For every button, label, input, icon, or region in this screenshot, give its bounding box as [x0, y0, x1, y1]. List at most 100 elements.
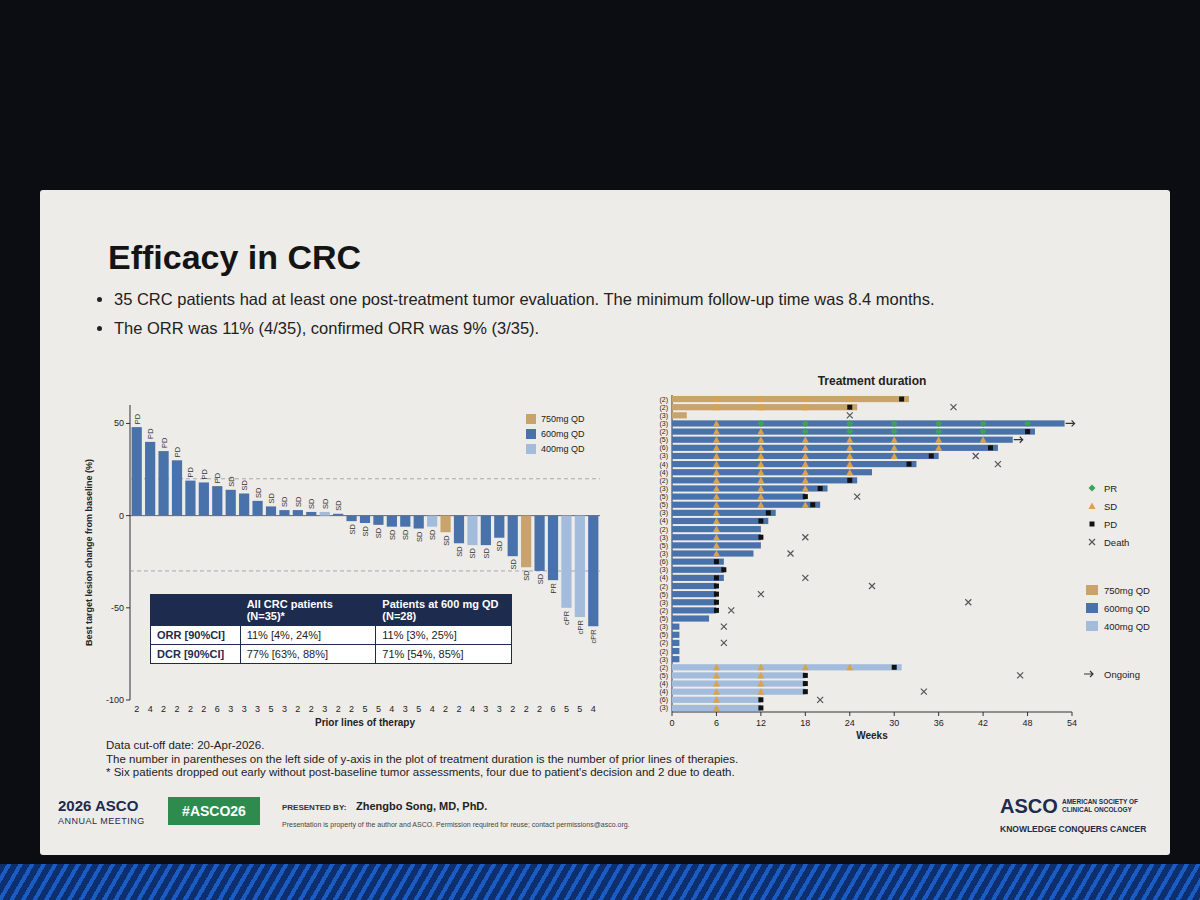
bar: [239, 494, 249, 516]
death-marker: [788, 551, 794, 557]
row-label: (6): [659, 444, 668, 452]
row-label: (4): [659, 688, 668, 696]
pr-marker: [846, 420, 853, 427]
pd-marker: [847, 478, 852, 483]
death-marker: [728, 607, 734, 613]
sd-marker: [757, 477, 764, 484]
table-row-label: DCR [90%CI]: [151, 645, 241, 664]
response-label: PD: [173, 446, 182, 457]
pr-marker: [1024, 420, 1031, 427]
sd-marker: [713, 461, 720, 468]
row-label: (3): [659, 485, 668, 493]
response-label: SD: [267, 492, 276, 503]
row-label: (2): [659, 583, 668, 591]
legend-label: 750mg QD: [541, 414, 585, 424]
x-tick-label: 2: [134, 704, 139, 714]
root: -100-50050PD2PD4PD2PD2PD2PD2PD6SD3SD3SD3…: [0, 0, 1200, 900]
x-tick-label: 2: [510, 704, 515, 714]
x-tick: [938, 712, 939, 716]
sd-marker: [757, 672, 764, 679]
bar: [266, 506, 276, 515]
row-label: (3): [659, 509, 668, 517]
bar: [521, 516, 531, 568]
bar: [279, 510, 289, 516]
duration-bar: [672, 680, 805, 686]
legend-label: Death: [1104, 537, 1129, 548]
table-cell: 71% [54%, 85%]: [376, 645, 512, 664]
duration-bar: [672, 632, 679, 638]
x-tick-label: 0: [669, 718, 674, 728]
table-row: ORR [90%CI]11% [4%, 24%]11% [3%, 25%]: [151, 626, 512, 645]
legend-label: PR: [1104, 483, 1117, 494]
sd-marker: [713, 688, 720, 695]
row-label: (4): [659, 469, 668, 477]
duration-bar: [672, 510, 776, 516]
meeting-sub: ANNUAL MEETING: [58, 816, 145, 826]
pd-marker: [714, 584, 719, 589]
x-axis-title: Weeks: [856, 730, 888, 741]
row-label: (5): [659, 615, 668, 623]
death-marker: [869, 583, 875, 589]
pr-marker: [935, 420, 942, 427]
x-tick-label: 3: [228, 704, 233, 714]
bar: [145, 442, 155, 516]
response-label: cPR: [562, 610, 571, 625]
duration-bar: [672, 404, 857, 410]
bar: [212, 486, 222, 516]
x-tick-label: 2: [309, 704, 314, 714]
sd-marker: [935, 444, 942, 451]
x-tick-label: 3: [322, 704, 327, 714]
row-label: (3): [659, 656, 668, 664]
row-label: (4): [659, 680, 668, 688]
pd-marker: [714, 575, 719, 580]
legend-swatch: [526, 414, 536, 424]
duration-bar: [672, 583, 716, 589]
x-tick-label: 4: [430, 704, 435, 714]
duration-bar: [672, 599, 716, 605]
x-tick: [716, 712, 717, 716]
pd-marker: [714, 592, 719, 597]
sd-marker: [713, 396, 720, 403]
swimmer-lanes: [672, 396, 1065, 711]
x-tick: [894, 712, 895, 716]
pd-marker: [929, 453, 934, 458]
pd-marker: [714, 559, 719, 564]
sd-marker: [713, 696, 720, 703]
death-marker: [817, 697, 823, 703]
duration-bar: [672, 689, 805, 695]
legend-marker: [1084, 671, 1093, 677]
x-axis: [672, 712, 1072, 713]
sd-marker: [757, 428, 764, 435]
x-tick-label: 48: [1023, 718, 1033, 728]
sd-marker: [713, 477, 720, 484]
footnote: Data cut-off date: 20-Apr-2026.: [106, 739, 738, 753]
sd-marker: [713, 493, 720, 500]
sd-marker: [802, 404, 809, 411]
duration-bar: [672, 494, 805, 500]
row-label: (2): [659, 648, 668, 656]
duration-bar: [672, 607, 716, 613]
pr-marker: [980, 428, 987, 435]
bar: [346, 516, 356, 522]
sd-marker: [802, 477, 809, 484]
x-tick-label: 6: [550, 704, 555, 714]
legend-marker: [1090, 522, 1095, 527]
x-tick-label: 4: [389, 704, 394, 714]
row-label: (3): [659, 412, 668, 420]
x-tick-label: 2: [456, 704, 461, 714]
table-corner: [151, 595, 241, 626]
response-label: PR: [549, 583, 558, 594]
sd-marker: [802, 452, 809, 459]
chart-canvas: -100-50050PD2PD4PD2PD2PD2PD2PD6SD3SD3SD3…: [0, 0, 1200, 900]
x-tick-label: 6: [215, 704, 220, 714]
response-label: PD: [213, 472, 222, 483]
sd-marker: [713, 452, 720, 459]
sd-marker: [713, 485, 720, 492]
row-label: (3): [659, 534, 668, 542]
row-label: (2): [659, 526, 668, 534]
x-tick-label: 2: [161, 704, 166, 714]
sd-marker: [713, 501, 720, 508]
bar: [414, 516, 424, 529]
y-tick: [126, 515, 130, 516]
hashtag: #ASCO26: [168, 797, 260, 825]
